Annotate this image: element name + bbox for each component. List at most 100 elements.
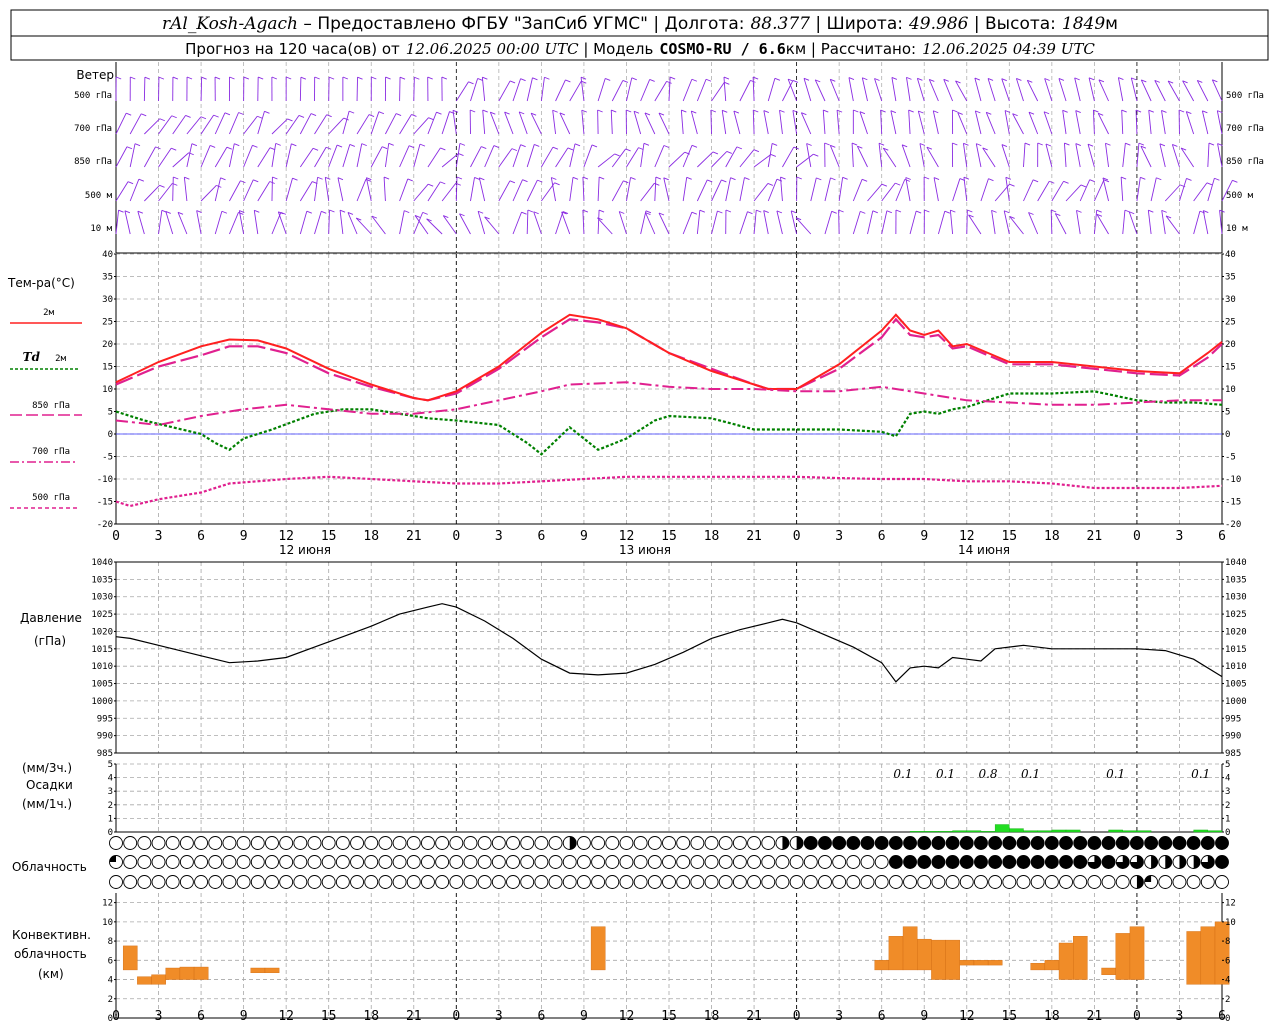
wind-barb xyxy=(550,177,557,202)
cloud-fill-overcast xyxy=(1031,836,1045,850)
wind-barb-flag xyxy=(312,147,319,151)
wind-barb xyxy=(962,143,968,168)
temperature-panel: Тем-ра(°C) 2м Td 2м 850 гПа 700 гПа 500 … xyxy=(7,250,1241,530)
cloud-fill-overcast xyxy=(1102,855,1116,869)
wind-barb xyxy=(569,80,582,102)
cloud-fill-overcast xyxy=(1201,836,1215,850)
wind-barb xyxy=(285,115,300,135)
cloud-circle xyxy=(520,855,535,869)
wind-barb-flag xyxy=(848,77,855,80)
wind-barb-flag xyxy=(252,144,258,148)
wind-barb xyxy=(540,146,554,168)
wind-barb-flag xyxy=(774,77,781,81)
conv-title-2: облачность xyxy=(14,947,87,961)
wind-barb xyxy=(530,113,542,135)
cloud-fill-half xyxy=(1193,855,1201,869)
precip-title: Осадки xyxy=(26,778,73,792)
cloud-fill-half xyxy=(1151,855,1158,869)
wind-barb xyxy=(1093,210,1098,235)
wind-barb-flag xyxy=(574,143,581,147)
cloud-circle xyxy=(165,836,180,850)
cloud-circle xyxy=(463,875,478,889)
cloud-circle xyxy=(775,855,790,869)
wind-barb-flag xyxy=(658,212,665,216)
y-tick-label: 6 xyxy=(108,956,113,966)
wind-barb-flag xyxy=(663,177,669,181)
wind-barb xyxy=(518,111,528,135)
wind-barb xyxy=(597,177,600,202)
x-tick-label-bottom: 15 xyxy=(321,1009,337,1024)
cloud-circle xyxy=(988,875,1003,889)
cloud-circle xyxy=(789,855,804,869)
cloud-circle xyxy=(250,855,265,869)
x-tick-label-bottom: 15 xyxy=(661,1009,677,1024)
wind-barb xyxy=(124,210,131,235)
wind-barb-flag xyxy=(1062,109,1068,113)
wind-barb xyxy=(257,181,271,202)
wind-barb-flag xyxy=(1004,210,1010,214)
wind-barb-flag xyxy=(371,76,377,80)
wind-barb xyxy=(790,210,798,235)
wind-barb-flag xyxy=(581,109,587,113)
wind-barb-flag xyxy=(125,112,132,116)
wind-barb-flag xyxy=(944,210,950,214)
wind-barb-flag xyxy=(519,111,525,115)
wind-barb-flag xyxy=(1027,79,1033,83)
cloud-fill-overcast xyxy=(931,855,945,869)
wind-barb-flag xyxy=(796,176,802,180)
wind-barb-flag xyxy=(1096,213,1103,217)
cloud-fill-overcast xyxy=(903,836,917,850)
wind-barb xyxy=(299,181,313,202)
wind-barb xyxy=(413,183,429,202)
wind-barb-flag xyxy=(436,111,442,115)
x-tick-label-bottom: 12 xyxy=(959,1009,975,1024)
y-tick-label-right: 1040 xyxy=(1225,558,1247,568)
cloud-circle xyxy=(548,875,563,889)
wind-barb xyxy=(1088,77,1095,102)
legend-label-500: 500 гПа xyxy=(32,493,70,503)
conv-bar xyxy=(264,967,280,974)
sep-3: | xyxy=(968,14,985,34)
model-label: Модель xyxy=(593,40,653,58)
cloud-fill-half xyxy=(1179,855,1186,869)
legend-label-2m: 2м xyxy=(43,308,54,318)
wind-barb xyxy=(696,79,707,102)
wind-barb xyxy=(640,143,645,168)
wind-barb-flag xyxy=(1165,215,1172,219)
wind-barb xyxy=(1122,143,1126,168)
wind-barb-flag xyxy=(753,109,759,113)
y-tick-label: 4 xyxy=(108,976,113,986)
wind-barb-flag xyxy=(317,176,323,180)
wind-barb-flag xyxy=(1103,179,1110,183)
wind-barb-flag xyxy=(1016,78,1022,81)
wind-barb-flag xyxy=(756,209,762,213)
cloud-circle xyxy=(307,836,322,850)
wind-barb xyxy=(526,77,533,102)
wind-barb-flag xyxy=(1043,111,1050,115)
wind-barb xyxy=(385,113,397,135)
wind-barb-flag xyxy=(427,183,434,187)
wind-barb-flag xyxy=(361,143,367,147)
x-tick-label-bottom: 6 xyxy=(197,1009,205,1024)
cloud-circle xyxy=(279,875,294,889)
wind-barb xyxy=(337,177,344,202)
wind-barb-flag xyxy=(1058,78,1065,81)
wind-barb-flag xyxy=(329,209,335,213)
conv-bar xyxy=(987,960,1003,966)
wind-barb-flag xyxy=(967,209,973,213)
cloud-circle xyxy=(463,836,478,850)
y-tick-label: 990 xyxy=(97,732,113,742)
wind-barb-flag xyxy=(144,76,151,80)
wind-barb xyxy=(739,149,755,168)
wind-barb xyxy=(356,143,363,168)
cloud-fill-overcast xyxy=(974,855,988,869)
cloud-circle xyxy=(265,875,279,889)
wind-barb xyxy=(559,112,571,135)
wind-barb xyxy=(285,178,293,202)
wind-barb-flag xyxy=(666,80,672,84)
wind-barb xyxy=(1092,110,1095,135)
wind-barb xyxy=(952,178,961,202)
cloud-fill-overcast xyxy=(917,855,931,869)
precip-amount-label: 0.1 xyxy=(1191,767,1210,781)
